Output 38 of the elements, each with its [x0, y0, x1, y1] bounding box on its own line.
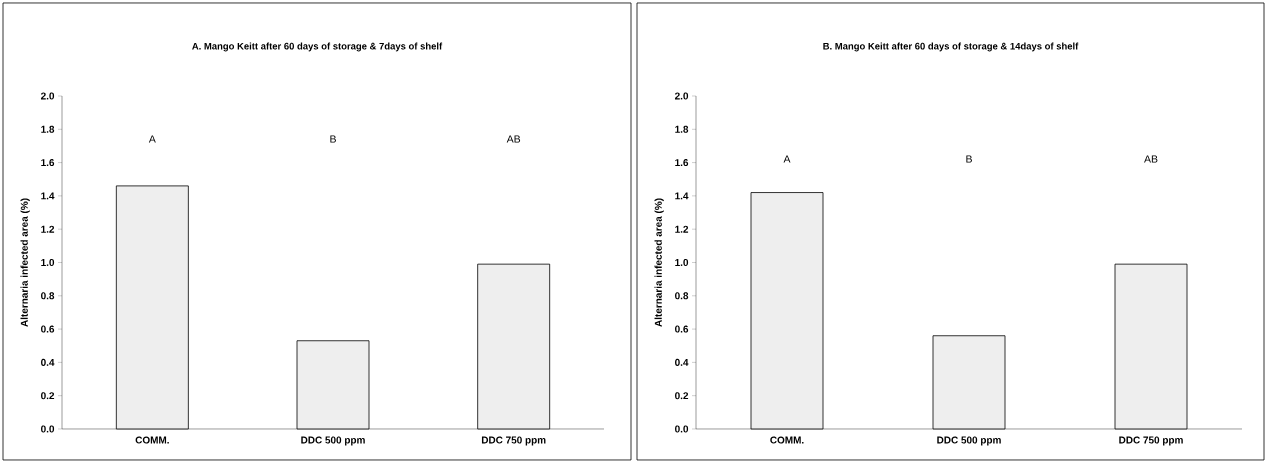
y-tick-label: 1.0: [675, 258, 689, 267]
y-tick-label: 1.2: [41, 225, 55, 233]
y-tick-label: 0.8: [675, 292, 689, 300]
y-tick-label: 1.6: [675, 159, 689, 167]
y-tick-label: 0.6: [41, 325, 55, 333]
chart-title: B. Mango Keitt after 60 days of storage & 14days of shelf: [823, 42, 1079, 52]
y-tick-label: 1.0: [41, 258, 55, 267]
y-tick-label: 1.8: [41, 125, 55, 133]
x-tick-label: DDC 500 ppm: [301, 436, 365, 446]
y-tick-label: 1.2: [675, 225, 689, 233]
y-tick-label: 1.4: [41, 192, 55, 200]
annotation: AB: [1144, 155, 1158, 163]
annotation: B: [330, 135, 336, 143]
y-tick-label: 0.2: [675, 392, 689, 400]
chart-title: A. Mango Keitt after 60 days of storage & 7days of shelf: [192, 42, 443, 52]
x-tick-label: DDC 750 ppm: [481, 436, 546, 446]
y-tick-label: 2.0: [40, 92, 55, 100]
y-tick-label: 2.0: [674, 92, 689, 100]
y-tick-label: 1.6: [41, 159, 55, 167]
y-tick-label: 1.8: [675, 125, 689, 133]
y-tick-label: 0.0: [675, 425, 689, 433]
x-tick-label: DDC 750 ppm: [1119, 436, 1183, 446]
y-tick-label: 1.4: [675, 192, 689, 200]
x-tick-label: DDC 500 ppm: [937, 436, 1001, 446]
y-tick-label: 0.6: [675, 325, 689, 333]
x-tick-label: COMM.: [135, 436, 169, 444]
y-tick-label: 0.4: [675, 358, 689, 366]
annotation: A: [783, 155, 791, 163]
y-tick-label: 0.2: [41, 392, 55, 400]
y-tick-label: 0.0: [41, 425, 55, 433]
y-axis-title: Alternaria infected area (%): [20, 198, 30, 327]
annotation: AB: [506, 135, 521, 143]
y-tick-label: 0.8: [41, 292, 55, 300]
y-tick-label: 0.4: [41, 358, 55, 366]
annotation: B: [966, 155, 972, 163]
y-axis-title: Alternaria infected area (%): [654, 198, 664, 327]
annotation: A: [148, 135, 156, 143]
x-tick-label: COMM.: [770, 436, 804, 444]
